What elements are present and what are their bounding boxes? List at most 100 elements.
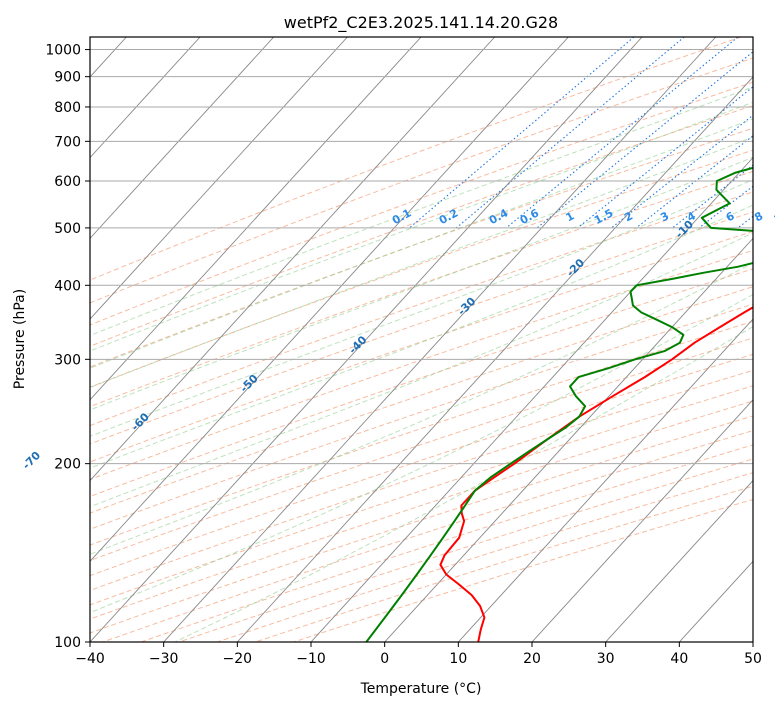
profiles [365, 166, 753, 642]
dry-adiabat [90, 37, 742, 281]
dry-adiabat [90, 353, 753, 577]
isotherm-line [384, 237, 753, 642]
moist-adiabat [90, 204, 753, 469]
dry-adiabat [90, 415, 753, 634]
dry-adiabat [90, 57, 753, 304]
isotherm-line [90, 37, 348, 320]
mixing-ratio-label: 1.5 [592, 206, 615, 227]
dry-adiabat-label: -40 [346, 333, 369, 356]
y-tick-label: 600 [54, 174, 81, 190]
x-tick-label: 0 [380, 651, 389, 667]
x-tick-label: 20 [523, 651, 541, 667]
mixing-ratio-label: 2 [622, 209, 635, 224]
dry-adiabat-label: -70 [20, 449, 43, 472]
isotherm-line [752, 641, 753, 642]
isotherm-line [90, 37, 643, 642]
x-tick-label: 30 [597, 651, 615, 667]
axes: −40 −30 −20 −10 0 10 20 30 40 5010020030040050060… [45, 43, 762, 667]
mixing-ratio-label: 8 [752, 209, 765, 224]
x-tick-label: −40 [75, 651, 105, 667]
dry-adiabat-label: -20 [564, 256, 587, 279]
plot-frame [89, 36, 754, 643]
mixing-ratio-line [766, 37, 775, 228]
x-tick-label: −10 [296, 651, 326, 667]
dry-adiabat [90, 369, 753, 591]
y-tick-label: 300 [54, 352, 81, 368]
isotherm-line [90, 37, 496, 482]
isotherm-line [163, 37, 717, 642]
dry-adiabat [102, 430, 753, 642]
moist-adiabat [174, 326, 753, 642]
isotherm-line [679, 560, 753, 642]
y-tick-label: 900 [54, 70, 81, 86]
dry-adiabat [90, 320, 753, 546]
mixing-ratio-label: 0.2 [437, 206, 460, 227]
mixing-ratio-label: 10 [772, 207, 775, 226]
isotherm-line [90, 37, 201, 159]
dry-adiabat-label: -30 [455, 295, 478, 318]
x-tick-label: 10 [449, 651, 467, 667]
isotherm-line [310, 156, 753, 642]
mixing-ratio-line [635, 135, 753, 229]
isotherm-line [90, 37, 569, 562]
y-axis-label: Pressure (hPa) [12, 289, 28, 389]
dry-adiabat [90, 400, 753, 620]
mixing-ratio-line [698, 185, 753, 229]
mixing-ratio-line [536, 51, 753, 229]
y-tick-label: 800 [54, 100, 81, 116]
moist-adiabat [90, 293, 753, 614]
background-lines [90, 37, 775, 642]
mixing-ratio-label: 0.1 [390, 206, 413, 227]
y-tick-label: 500 [54, 221, 81, 237]
mixing-ratio-line [672, 164, 753, 229]
isotherm-line [237, 76, 753, 642]
mixing-ratio-line [505, 37, 739, 229]
isotherm-line [90, 37, 275, 240]
y-tick-label: 100 [54, 635, 81, 651]
mixing-ratio-label: 1 [564, 209, 577, 224]
moist-adiabat [90, 118, 753, 369]
x-tick-label: −30 [149, 651, 179, 667]
moist-adiabat [90, 179, 753, 437]
dry-adiabat [90, 170, 753, 408]
mixing-ratio-line [455, 37, 685, 229]
y-tick-label: 200 [54, 457, 81, 473]
mixing-ratio-line [409, 37, 635, 229]
dry-adiabat [90, 105, 753, 347]
dry-adiabat [217, 472, 753, 642]
x-tick-label: 50 [744, 651, 762, 667]
dewpoint-profile [365, 166, 753, 642]
dry-adiabat-label: -50 [238, 372, 261, 395]
mixing-ratio-line [737, 215, 753, 229]
y-tick-label: 700 [54, 134, 81, 150]
chart-title: wetPf2_C2E3.2025.141.14.20.G28 [284, 13, 558, 33]
moist-adiabat [90, 232, 753, 508]
dry-adiabat [90, 286, 753, 514]
moist-adiabat [90, 136, 753, 389]
temperature-profile [439, 306, 753, 642]
dry-adiabat-label: 0 [773, 197, 775, 212]
dry-adiabat [90, 127, 753, 368]
x-axis-label: Temperature (°C) [360, 681, 482, 697]
mixing-ratio-label: 6 [724, 209, 737, 224]
mixing-ratio-label: 0.6 [518, 206, 542, 227]
y-tick-label: 400 [54, 278, 81, 294]
mixing-ratio-line [611, 114, 753, 229]
mixing-ratio-line [577, 86, 753, 229]
mixing-ratio-label: 3 [658, 209, 671, 224]
dry-adiabat [140, 444, 753, 642]
x-tick-label: 40 [670, 651, 688, 667]
isotherm-line [605, 479, 753, 642]
dry-adiabat [90, 303, 753, 530]
dry-adiabat [90, 385, 753, 606]
isotherm-line [531, 399, 753, 642]
y-tick-label: 1000 [45, 43, 81, 59]
dry-adiabat [90, 268, 753, 498]
isotherm-line [90, 37, 422, 401]
isotherm-line [458, 318, 753, 642]
mixing-ratio-label: 0.4 [487, 206, 511, 227]
x-tick-label: −20 [223, 651, 253, 667]
dry-adiabat [90, 337, 753, 562]
dry-adiabat [255, 485, 753, 642]
